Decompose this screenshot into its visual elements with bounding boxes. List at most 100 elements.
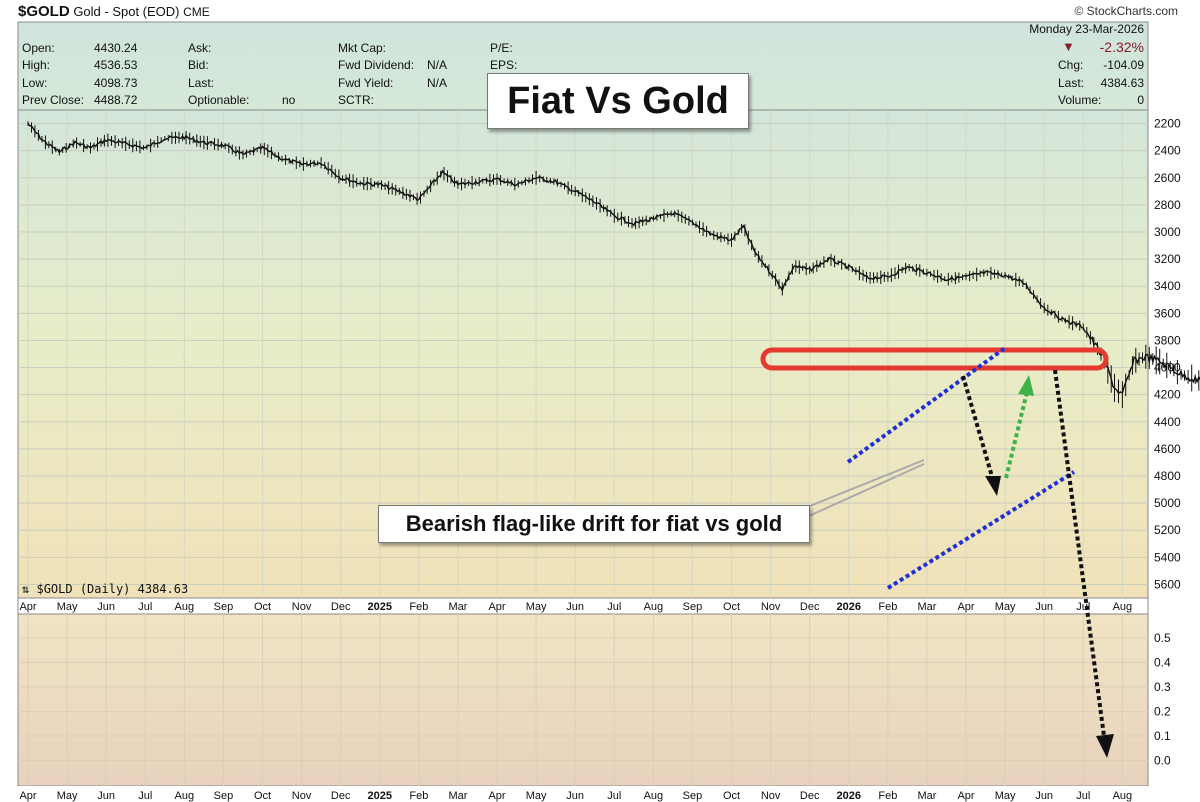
exchange: CME xyxy=(183,5,210,19)
open-value: 4430.24 xyxy=(94,41,138,55)
lower-tick-label-1: 0.4 xyxy=(1154,656,1171,670)
price-line xyxy=(27,123,1200,395)
x-tick-label-bottom-2: Jun xyxy=(97,790,115,802)
x-tick-label-bottom-23: Mar xyxy=(917,790,936,802)
x-tick-label-27: Jul xyxy=(1076,601,1090,613)
x-tick-label-bottom-18: Oct xyxy=(723,790,740,802)
x-tick-label-bottom-7: Nov xyxy=(292,790,312,802)
x-tick-label-bottom-10: Feb xyxy=(409,790,428,802)
y-tick-label-3: 2800 xyxy=(1154,198,1181,212)
x-tick-label-21: 2026 xyxy=(837,601,861,613)
high-label: High: xyxy=(22,58,51,72)
fwd-yield-label: Fwd Yield: xyxy=(338,76,394,90)
lower-tick-label-0: 0.5 xyxy=(1154,631,1171,645)
x-tick-label-14: Jun xyxy=(566,601,584,613)
y-tick-label-14: 5000 xyxy=(1154,496,1181,510)
y-tick-label-11: 4400 xyxy=(1154,415,1181,429)
x-tick-label-18: Oct xyxy=(723,601,740,613)
open-label: Open: xyxy=(22,41,55,55)
down-arrow-long xyxy=(1053,369,1106,737)
callout-pointer-a xyxy=(799,459,925,511)
y-tick-label-1: 2400 xyxy=(1154,144,1181,158)
description: Gold - Spot (EOD) xyxy=(73,4,180,19)
y-tick-label-6: 3400 xyxy=(1154,279,1181,293)
chart-title: Fiat Vs Gold xyxy=(487,73,749,129)
x-tick-label-0: Apr xyxy=(19,601,36,613)
y-tick-label-7: 3600 xyxy=(1154,306,1181,320)
y-tick-label-0: 2200 xyxy=(1154,117,1181,131)
x-tick-label-9: 2025 xyxy=(368,601,392,613)
y-tick-label-17: 5600 xyxy=(1154,577,1181,591)
y-tick-label-12: 4600 xyxy=(1154,442,1181,456)
lower-tick-label-5: 0.0 xyxy=(1154,754,1171,768)
x-axis: Apr Apr May May Jun Jun Jul Jul Aug Aug Sep Sep Oct O… xyxy=(19,601,1132,802)
x-tick-label-bottom-6: Oct xyxy=(254,790,271,802)
ask-label: Ask: xyxy=(188,41,212,55)
prev-close-value: 4488.72 xyxy=(94,93,138,107)
callout-pointer-b xyxy=(799,463,925,521)
x-tick-label-bottom-17: Sep xyxy=(683,790,703,802)
x-tick-label-23: Mar xyxy=(917,601,936,613)
x-tick-label-bottom-20: Dec xyxy=(800,790,820,802)
volume-value: 0 xyxy=(1137,93,1144,107)
x-tick-label-bottom-19: Nov xyxy=(761,790,781,802)
x-tick-label-8: Dec xyxy=(331,601,351,613)
annotation-callout: Bearish flag-like drift for fiat vs gold xyxy=(378,505,810,543)
y-tick-label-16: 5400 xyxy=(1154,550,1181,564)
x-tick-label-4: Aug xyxy=(175,601,195,613)
x-tick-label-22: Feb xyxy=(878,601,897,613)
x-tick-label-15: Jul xyxy=(607,601,621,613)
lower-tick-label-2: 0.3 xyxy=(1154,680,1171,694)
low-label: Low: xyxy=(22,76,48,90)
x-tick-label-bottom-21: 2026 xyxy=(837,790,861,802)
x-tick-label-bottom-13: May xyxy=(526,790,547,802)
upper-channel-line xyxy=(846,346,1007,464)
legend-text: $GOLD (Daily) 4384.63 xyxy=(36,582,189,596)
optionable-label: Optionable: xyxy=(188,93,250,107)
resistance-zone-ellipse xyxy=(760,347,1109,371)
fwd-dividend-label: Fwd Dividend: xyxy=(338,58,415,72)
low-value: 4098.73 xyxy=(94,76,138,90)
lower-tick-label-4: 0.1 xyxy=(1154,729,1171,743)
x-tick-label-bottom-26: Jun xyxy=(1035,790,1053,802)
chg-label: Chg: xyxy=(1058,58,1084,72)
up-arrow-green xyxy=(1004,391,1029,479)
x-tick-label-bottom-1: May xyxy=(57,790,78,802)
quote-date: Monday 23-Mar-2026 xyxy=(1029,22,1144,36)
x-tick-label-bottom-24: Apr xyxy=(957,790,974,802)
y-tick-label-2: 2600 xyxy=(1154,171,1181,185)
last-label-right: Last: xyxy=(1058,76,1085,90)
chart-header: $GOLD Gold - Spot (EOD) CME xyxy=(18,3,210,20)
x-tick-label-bottom-27: Jul xyxy=(1076,790,1090,802)
x-tick-label-19: Nov xyxy=(761,601,781,613)
lower-panel xyxy=(17,613,1149,787)
x-tick-label-25: May xyxy=(995,601,1016,613)
down-arrow-long-head xyxy=(1096,734,1114,758)
x-axis-strip-bottom xyxy=(18,786,1148,802)
x-tick-label-5: Sep xyxy=(214,601,234,613)
change-percent: -2.32% xyxy=(1099,39,1144,55)
high-value: 4536.53 xyxy=(94,58,138,72)
x-tick-label-17: Sep xyxy=(683,601,703,613)
last-label: Last: xyxy=(188,76,215,90)
x-tick-label-bottom-11: Mar xyxy=(448,790,467,802)
x-tick-label-bottom-5: Sep xyxy=(214,790,234,802)
chg-value: -104.09 xyxy=(1103,58,1144,72)
x-tick-label-bottom-4: Aug xyxy=(175,790,195,802)
eps-label: EPS: xyxy=(490,58,518,72)
x-tick-label-2: Jun xyxy=(97,601,115,613)
x-tick-label-13: May xyxy=(526,601,547,613)
lower-tick-label-3: 0.2 xyxy=(1154,705,1171,719)
x-tick-label-bottom-0: Apr xyxy=(19,790,36,802)
up-arrow-green-head xyxy=(1018,375,1034,396)
brand[interactable]: © StockCharts.com xyxy=(1074,4,1178,18)
x-tick-label-26: Jun xyxy=(1035,601,1053,613)
down-arrow-short-head xyxy=(985,476,1001,496)
x-tick-label-bottom-15: Jul xyxy=(607,790,621,802)
x-tick-label-28: Aug xyxy=(1113,601,1133,613)
x-tick-label-7: Nov xyxy=(292,601,312,613)
optionable-value: no xyxy=(282,93,296,107)
symbol: $GOLD xyxy=(18,3,70,20)
y-tick-label-5: 3200 xyxy=(1154,252,1181,266)
pe-label: P/E: xyxy=(490,41,513,55)
